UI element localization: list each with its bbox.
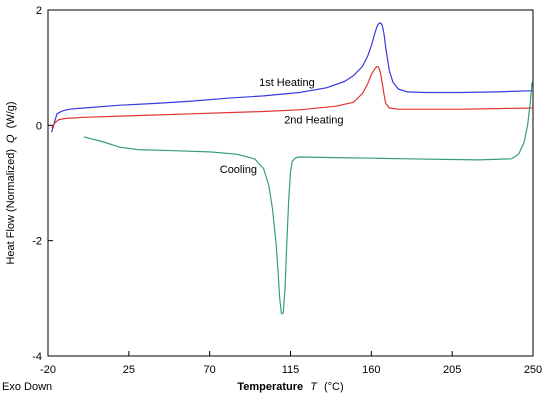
x-axis-title-main: Temperature <box>237 381 303 393</box>
y-tick-label: 2 <box>36 5 42 17</box>
annotation-label: Cooling <box>220 164 257 176</box>
x-tick-label: 250 <box>524 364 542 376</box>
y-tick-label: 0 <box>36 120 42 132</box>
annotations-group: 1st Heating 2nd Heating Cooling <box>220 77 344 176</box>
x-axis-title-symbol: T <box>310 381 318 393</box>
y-tick-label: -2 <box>32 236 42 248</box>
plot-frame <box>47 9 534 357</box>
y-axis-title-unit: (W/g) <box>5 101 17 128</box>
series-line-1st-heating <box>51 22 534 133</box>
x-tick-label: -20 <box>40 364 56 376</box>
x-tick-label: 70 <box>204 364 216 376</box>
x-tick-label: 205 <box>443 364 461 376</box>
annotation-label: 2nd Heating <box>284 115 343 127</box>
ticks-group: -20 25 70 115 160 205 250-4-202 <box>32 5 542 376</box>
y-axis-title: Heat Flow (Normalized) Q (W/g) <box>5 101 17 264</box>
series-group <box>51 22 534 315</box>
x-tick-label: 115 <box>282 364 300 376</box>
y-tick-label: -4 <box>32 351 42 363</box>
annotation-label: 1st Heating <box>259 77 315 89</box>
series-line-2nd-heating <box>51 65 534 129</box>
x-tick-label: 160 <box>362 364 380 376</box>
plot-border <box>47 9 534 357</box>
exo-down-footnote: Exo Down <box>2 381 52 393</box>
series-line-cooling <box>83 82 533 315</box>
x-tick-label: 25 <box>123 364 135 376</box>
x-axis-title-unit: (°C) <box>324 381 344 393</box>
y-axis-title-main: Heat Flow (Normalized) <box>5 149 17 265</box>
y-axis-title-symbol: Q <box>5 134 17 143</box>
x-axis-title: Temperature T (°C) <box>237 381 343 393</box>
